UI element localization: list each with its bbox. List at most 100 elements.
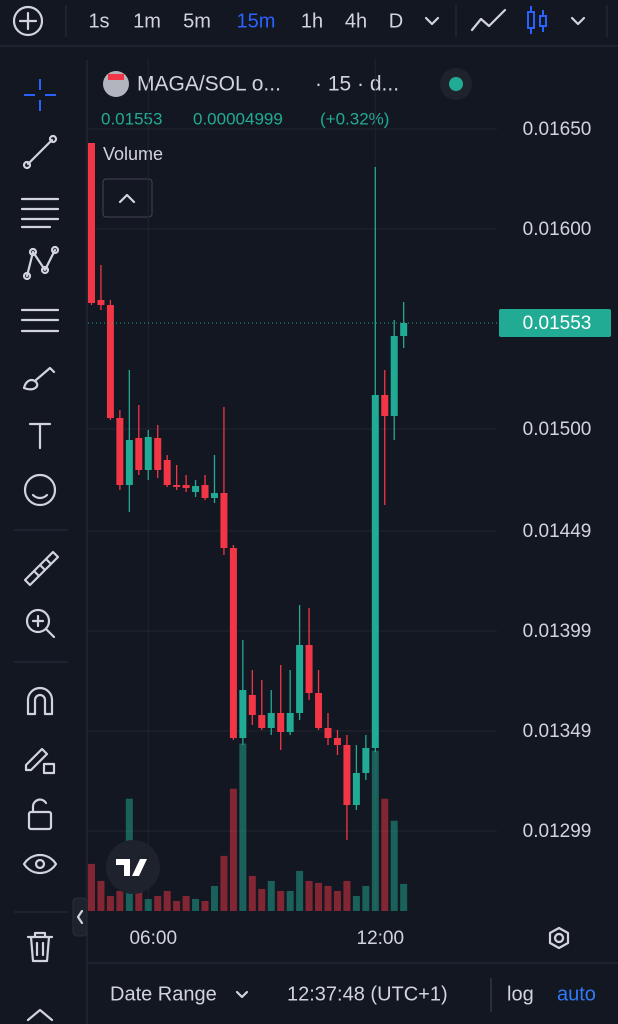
auto-toggle[interactable]: auto [557, 983, 596, 1005]
volume-bar [362, 885, 370, 911]
collapse-legend[interactable] [102, 178, 153, 218]
candle-body [201, 485, 209, 498]
interval-button[interactable]: 1h [301, 10, 323, 32]
interval-button[interactable]: 1s [88, 10, 109, 32]
candle-body [277, 713, 285, 732]
add-button[interactable] [12, 5, 44, 37]
interval-button[interactable]: 1m [133, 10, 161, 32]
candle-body [220, 493, 228, 548]
volume-bar [116, 890, 124, 911]
candle-body [343, 745, 351, 805]
y-tick-label: 0.01299 [523, 821, 592, 842]
volume-bar [106, 895, 114, 911]
crosshair-tool[interactable] [24, 79, 56, 111]
symbol-title[interactable]: MAGA/SOL o... [137, 73, 281, 96]
y-tick-label: 0.01399 [523, 621, 592, 642]
volume-bar [286, 890, 294, 911]
unlock-tool[interactable] [27, 798, 53, 831]
candle-body [381, 395, 389, 416]
clock[interactable]: 12:37:48 (UTC+1) [287, 983, 448, 1005]
brush-tool[interactable] [22, 366, 56, 391]
y-tick-label: 0.01600 [523, 219, 592, 240]
volume-bar [258, 888, 266, 911]
volume-bar [333, 890, 341, 911]
last-price-tag [499, 309, 611, 337]
volume-bar [173, 900, 181, 911]
interval-label: · 15 · d... [315, 73, 399, 96]
lock-drawing-tool[interactable] [24, 747, 56, 775]
interval-button[interactable]: 4h [345, 10, 367, 32]
log-toggle[interactable]: log [507, 983, 534, 1005]
delete-tool[interactable] [26, 931, 54, 963]
volume-bar [239, 743, 247, 911]
interval-group: 1s 1m 5m 15m 1h 4h D [88, 10, 403, 32]
candle-body [258, 715, 266, 728]
interval-button[interactable]: 15m [237, 10, 276, 32]
volume-bar [210, 885, 218, 911]
emoji-tool[interactable] [23, 473, 57, 507]
change-percent: (+0.32%) [320, 109, 389, 128]
volume-bar [220, 855, 228, 911]
more-tools[interactable] [26, 1008, 54, 1022]
candle-body [163, 460, 171, 485]
change: 0.00004999 [193, 109, 283, 128]
volume-bar [97, 880, 105, 911]
volume-bar [400, 883, 408, 911]
tradingview-logo [106, 840, 160, 894]
volume-bar [267, 880, 275, 911]
candle-body [248, 695, 256, 715]
volume-bar [390, 820, 398, 911]
chart-type-dropdown[interactable] [570, 16, 586, 26]
trend-line-tool[interactable] [22, 134, 58, 170]
y-tick-label: 0.01650 [523, 119, 592, 140]
candle-body [267, 713, 275, 728]
interval-button[interactable]: D [389, 10, 403, 32]
candle-body [154, 438, 162, 470]
candle-chart-button[interactable] [527, 6, 547, 34]
candle-body [352, 773, 360, 805]
x-tick-label: 12:00 [357, 928, 405, 949]
volume-bar [144, 898, 152, 911]
magnet-tool[interactable] [26, 686, 54, 716]
volume-bar [324, 885, 332, 911]
settings-button[interactable] [548, 926, 570, 950]
volume-bar [277, 890, 285, 911]
visibility-tool[interactable] [22, 853, 58, 875]
line-chart-button[interactable] [470, 8, 507, 32]
candle-body [173, 485, 181, 487]
date-range[interactable]: Date Range [110, 983, 217, 1005]
y-tick-label: 0.01449 [523, 521, 592, 542]
volume-label: Volume [103, 144, 163, 164]
volume-bar [343, 880, 351, 911]
candle-body [97, 300, 105, 305]
date-range-dropdown[interactable] [235, 990, 249, 999]
volume-bar [88, 863, 95, 911]
interval-dropdown[interactable] [424, 16, 440, 26]
volume-bar [381, 798, 389, 911]
pattern-tool[interactable] [22, 245, 60, 281]
candle-body [371, 395, 379, 748]
candle-body [88, 143, 95, 303]
fib-tool[interactable] [20, 197, 60, 229]
candle-body [229, 548, 237, 738]
candle-body [324, 728, 332, 738]
candle-body [362, 748, 370, 773]
collapse-toolbar[interactable] [72, 897, 88, 937]
measure-tool[interactable] [23, 550, 60, 587]
text-tool[interactable] [28, 422, 52, 450]
avatar-hat [108, 74, 124, 80]
volume-bar [352, 895, 360, 911]
y-tick-label: 0.01500 [523, 419, 592, 440]
candle-body [106, 305, 114, 418]
volume-bar [248, 875, 256, 911]
candle-body [125, 440, 133, 485]
last-price-label: 0.01553 [523, 313, 592, 334]
candle-body [286, 713, 294, 732]
volume-bar [135, 880, 143, 911]
volume-bar [229, 788, 237, 911]
zoom-tool[interactable] [25, 608, 56, 639]
interval-button[interactable]: 5m [183, 10, 211, 32]
forecast-tool[interactable] [20, 308, 60, 333]
